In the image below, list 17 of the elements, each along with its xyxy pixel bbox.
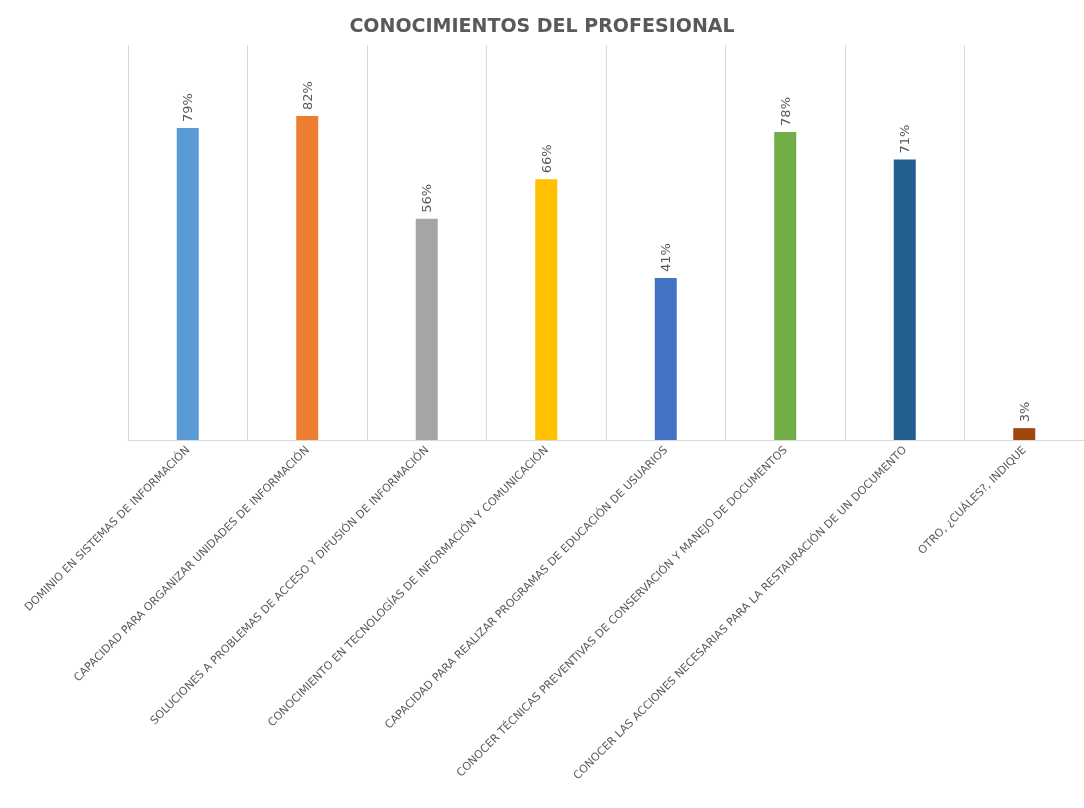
data-label: 71% [897,124,913,154]
data-label: 78% [777,96,793,126]
bar [654,278,677,440]
bar [415,218,438,440]
chart-title: CONOCIMIENTOS DEL PROFESIONAL [349,13,735,36]
data-label: 3% [1016,401,1032,423]
data-label: 79% [180,93,196,122]
data-label: 82% [299,81,315,111]
bar [774,131,797,440]
data-label: 66% [538,144,554,174]
bar [893,159,916,440]
data-label: 56% [419,183,435,213]
bar [1013,428,1036,440]
data-label: 41% [658,243,674,273]
bar [176,127,199,440]
bar [296,116,319,440]
bar [535,179,558,440]
